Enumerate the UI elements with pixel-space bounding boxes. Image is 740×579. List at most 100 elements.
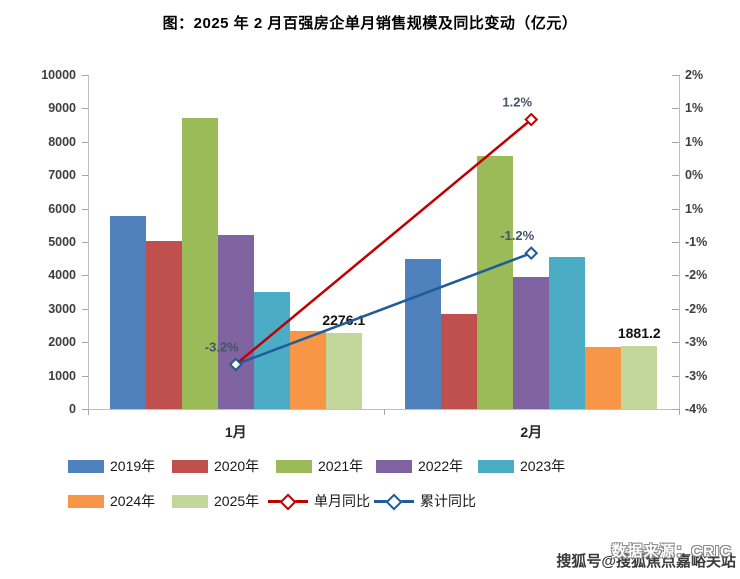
bar-2020年-1月	[145, 241, 182, 409]
left-axis-tick-label: 4000	[48, 268, 76, 283]
legend-line-sample-单月同比	[268, 493, 308, 510]
bar-2021年-2月	[477, 155, 514, 409]
bar-data-label: 1881.2	[617, 325, 661, 342]
legend-diamond-marker	[385, 493, 403, 510]
left-axis-tick-label: 5000	[48, 235, 76, 249]
right-axis-tick-label: 1%	[685, 134, 704, 149]
bar-2019年-2月	[405, 258, 442, 409]
left-axis-tick	[82, 75, 88, 76]
legend-swatch-2025年	[172, 494, 208, 508]
x-axis-category-label: 2月	[520, 424, 543, 440]
left-axis-line	[88, 75, 89, 409]
legend-label-2022年: 2022年	[418, 458, 464, 474]
legend-item-2025年: 2025年	[172, 491, 259, 511]
x-axis-category-label: 1月	[224, 424, 247, 440]
left-axis-tick	[82, 242, 88, 243]
x-axis-tick	[383, 409, 385, 415]
right-axis-tick-label: -3%	[685, 335, 708, 350]
legend-label-单月同比: 单月同比	[314, 493, 370, 509]
point-label-单月同比-2月: 1.2%	[502, 95, 532, 110]
legend-swatch-2023年	[478, 459, 514, 473]
right-axis-tick-label: -4%	[685, 402, 708, 416]
right-axis-tick-label: -2%	[685, 301, 708, 316]
left-axis-tick	[82, 141, 88, 143]
legend-label-2019年: 2019年	[110, 458, 156, 474]
legend-swatch-2022年	[376, 459, 412, 473]
marker-单月同比-2月	[524, 112, 539, 127]
bar-2024年-2月	[585, 347, 622, 409]
left-axis-tick	[82, 308, 88, 310]
right-axis-tick	[672, 141, 679, 143]
legend-label-2021年: 2021年	[318, 458, 364, 474]
left-axis-tick-label: 2000	[48, 335, 76, 350]
right-axis-tick	[672, 308, 679, 310]
left-axis-tick-label: 10000	[41, 68, 76, 82]
legend-label-2020年: 2020年	[214, 458, 260, 474]
left-axis-tick	[82, 208, 88, 210]
right-axis-tick	[672, 275, 679, 277]
bar-2019年-1月	[109, 215, 146, 409]
bar-2023年-2月	[549, 256, 586, 409]
legend-line-sample-累计同比	[374, 493, 414, 510]
bar-2025年-2月	[621, 346, 658, 409]
left-axis-tick-label: 6000	[48, 201, 76, 216]
left-axis-tick	[82, 175, 88, 177]
left-axis-tick	[82, 342, 88, 344]
legend-diamond-marker	[279, 493, 297, 510]
legend-item-2020年: 2020年	[172, 456, 259, 476]
legend-item-2023年: 2023年	[478, 456, 565, 476]
right-axis-tick	[672, 75, 679, 76]
legend-label-2024年: 2024年	[110, 493, 156, 509]
right-axis-tick-label: 0%	[685, 168, 704, 183]
legend-swatch-2020年	[172, 459, 208, 473]
right-axis-tick-label: 1%	[685, 201, 704, 216]
left-axis-tick-label: 3000	[48, 301, 76, 316]
bar-2021年-1月	[181, 118, 218, 409]
bar-2020年-2月	[441, 313, 478, 409]
right-axis-tick	[672, 342, 679, 344]
right-axis-line	[679, 75, 680, 409]
legend-label-累计同比: 累计同比	[420, 493, 476, 509]
legend-label-2025年: 2025年	[214, 493, 260, 509]
left-axis-tick-label: 9000	[48, 101, 76, 116]
right-axis-tick-label: -3%	[685, 368, 708, 383]
left-axis-tick	[82, 375, 88, 377]
right-axis-tick	[672, 409, 679, 410]
right-axis-tick-label: -1%	[685, 235, 708, 249]
bar-data-label: 2276.1	[322, 311, 366, 328]
legend-label-2023年: 2023年	[520, 458, 566, 474]
right-axis-tick	[672, 175, 679, 177]
watermark-text: 搜狐号@搜狐焦点嘉峪关站	[556, 553, 736, 570]
right-axis-tick-label: 1%	[685, 101, 704, 116]
marker-累计同比-2月	[524, 246, 539, 261]
left-axis-tick-label: 1000	[48, 368, 76, 383]
right-axis-tick-label: -2%	[685, 268, 708, 283]
legend-item-累计同比: 累计同比	[374, 491, 476, 511]
legend-swatch-2021年	[276, 459, 312, 473]
x-axis-tick	[679, 409, 680, 415]
legend-item-2022年: 2022年	[376, 456, 463, 476]
right-axis-tick	[672, 208, 679, 210]
legend-item-单月同比: 单月同比	[268, 491, 370, 511]
legend-item-2024年: 2024年	[68, 491, 155, 511]
left-axis-tick-label: 7000	[48, 168, 76, 183]
left-axis-tick-label: 0	[69, 402, 76, 416]
right-axis-tick	[672, 242, 679, 243]
right-axis-tick	[672, 108, 679, 110]
bar-2022年-1月	[217, 235, 254, 409]
legend-item-2019年: 2019年	[68, 456, 155, 476]
x-axis-tick	[88, 409, 89, 415]
bar-2024年-1月	[289, 330, 326, 409]
left-axis-tick-label: 8000	[48, 134, 76, 149]
bar-2023年-1月	[253, 292, 290, 409]
legend-swatch-2019年	[68, 459, 104, 473]
left-axis-tick	[82, 409, 88, 410]
chart-title: 图：2025 年 2 月百强房企单月销售规模及同比变动（亿元）	[162, 15, 578, 32]
bar-2022年-2月	[513, 277, 550, 409]
legend-item-2021年: 2021年	[276, 456, 363, 476]
right-axis-tick	[672, 375, 679, 377]
data-source-text: 数据来源：CRIC	[611, 543, 732, 560]
right-axis-tick-label: 2%	[685, 68, 704, 82]
left-axis-tick	[82, 275, 88, 277]
